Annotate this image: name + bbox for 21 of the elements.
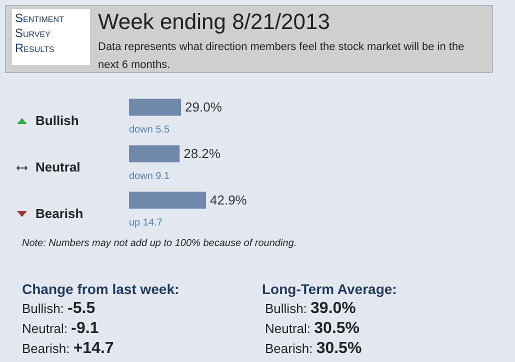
chart-title: Week ending 8/21/2013: [98, 9, 330, 35]
y-tick-label: Neutral: [36, 159, 80, 174]
y-tick-label: Bullish: [36, 112, 79, 128]
text: Neutral: 30.5%: [265, 320, 360, 337]
text: Sentiment Survey Results: [12, 9, 90, 65]
text: Neutral: -9.1: [22, 320, 99, 337]
text: Long-Term Average:: [262, 281, 397, 297]
data-label: 42.9%: [210, 192, 248, 208]
text: Bearish: 30.5%: [265, 340, 362, 357]
y-tick-label: Bearish: [36, 206, 84, 221]
text: Data represents what direction members feel the stock market will be in the next 6 months.: [98, 40, 466, 73]
text: Bearish: +14.7: [22, 340, 114, 357]
text: Bullish: 39.0%: [265, 300, 356, 317]
annotation: up 14.7: [129, 217, 163, 228]
text: Note: Numbers may not add up to 100% because of rounding.: [22, 238, 297, 249]
annotation: down 9.1: [129, 170, 170, 182]
annotation: down 5.5: [129, 124, 170, 136]
data-label: 28.2%: [184, 146, 221, 161]
data-label: 29.0%: [185, 99, 222, 114]
text: Change from last week:: [22, 281, 180, 297]
text: Bullish: -5.5: [22, 300, 96, 317]
